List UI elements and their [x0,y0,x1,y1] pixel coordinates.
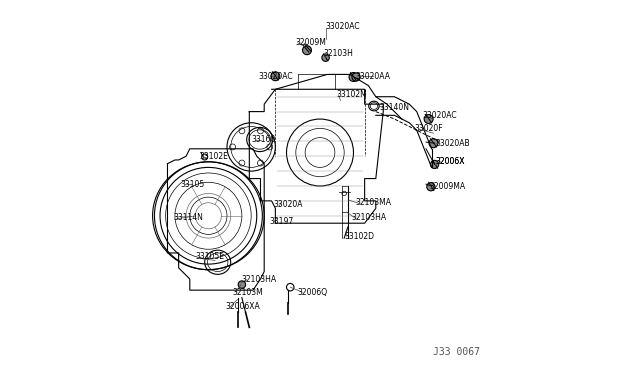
Text: 33020AB: 33020AB [435,139,470,148]
Text: 33197: 33197 [270,217,294,226]
Text: 33114N: 33114N [173,213,203,222]
Text: 32006XA: 32006XA [225,302,260,311]
Text: 33020AA: 33020AA [355,72,390,81]
Text: 33020AC: 33020AC [422,111,457,120]
Text: 32103H: 32103H [324,49,353,58]
Circle shape [271,72,280,81]
Circle shape [349,73,358,81]
Text: 33020AC: 33020AC [259,72,293,81]
Circle shape [427,183,435,191]
Text: 32009M: 32009M [296,38,326,47]
Circle shape [431,160,438,169]
Text: J33 0067: J33 0067 [433,347,480,357]
Text: 33020A: 33020A [273,200,303,209]
Text: 32103HA: 32103HA [242,275,277,283]
Text: 33020AC: 33020AC [326,22,360,31]
Text: 33020F: 33020F [415,124,444,133]
Circle shape [429,139,438,148]
Text: 32006X: 32006X [435,157,465,166]
Text: 33102M: 33102M [337,90,367,99]
Text: 32103MA: 32103MA [355,198,391,207]
Circle shape [424,115,433,124]
Circle shape [303,46,312,55]
Text: 32009MA: 32009MA [429,182,466,190]
Circle shape [322,54,330,61]
Text: 33102E: 33102E [199,152,228,161]
Text: 32103HA: 32103HA [351,213,387,222]
Circle shape [238,281,246,288]
Circle shape [352,73,360,81]
Text: 32103M: 32103M [232,288,263,296]
Text: 32006X: 32006X [435,157,465,166]
Text: 33140N: 33140N [380,103,410,112]
Text: 33160: 33160 [251,135,275,144]
Text: 33102D: 33102D [344,232,374,241]
Text: 33105E: 33105E [195,252,225,261]
Text: 32006Q: 32006Q [298,288,328,296]
Text: 33105: 33105 [180,180,205,189]
